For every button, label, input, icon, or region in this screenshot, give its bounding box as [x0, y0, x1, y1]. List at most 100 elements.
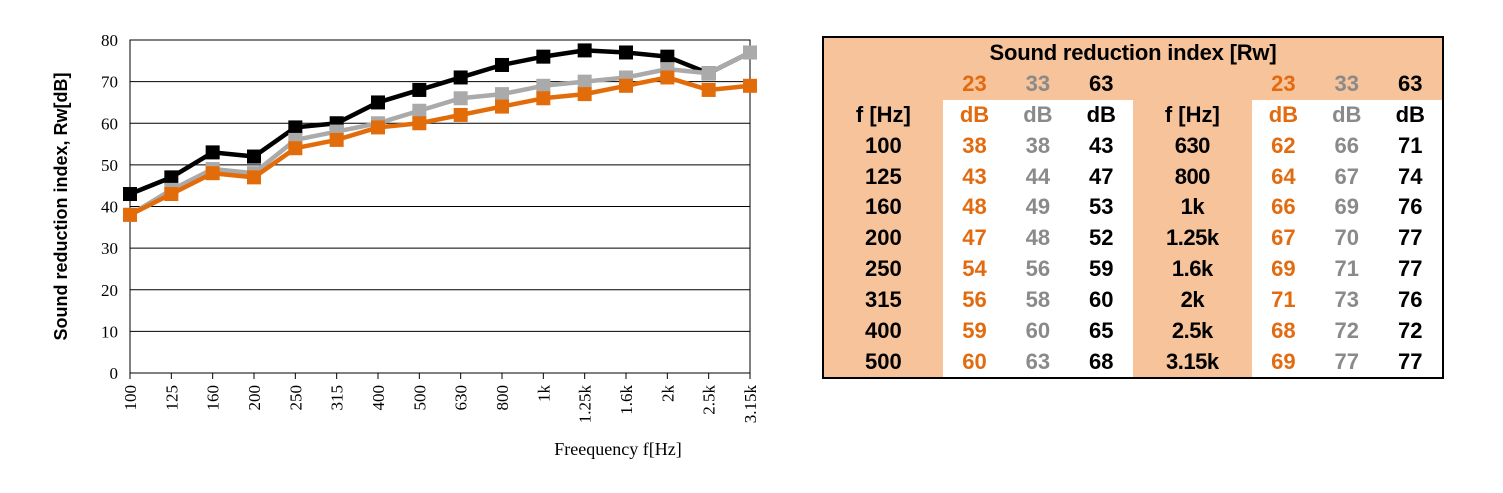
x-tick-label: 500 — [410, 385, 429, 411]
value-cell: 77 — [1397, 348, 1423, 374]
chart: 0 10 20 30 40 50 60 70 80 100 125 160 200 250 315 400 50… — [51, 31, 760, 459]
value-cell: 72 — [1334, 317, 1360, 343]
value-cell: 69 — [1334, 194, 1360, 220]
series-line — [128, 75, 751, 217]
data-point — [205, 145, 220, 160]
data-point — [577, 74, 592, 89]
value-cell: 66 — [1271, 194, 1296, 220]
table-row: 125 43 44 47 800 64 67 74 — [824, 161, 1442, 193]
unit-cell: dB — [1268, 102, 1299, 128]
data-point — [536, 91, 551, 106]
x-tick-label: 1k — [534, 385, 553, 403]
value-cell: 63 — [1025, 348, 1051, 374]
data-point — [288, 120, 303, 135]
frequency-cell: 1k — [1132, 192, 1252, 223]
thickness-cell — [824, 69, 943, 100]
frequency-cell: 800 — [1132, 161, 1252, 193]
plot-frame — [129, 39, 751, 374]
value-cell: 53 — [1088, 194, 1114, 220]
value-cell: 60 — [1088, 286, 1114, 312]
data-point — [205, 166, 220, 181]
value-cell: 59 — [1088, 256, 1114, 282]
x-tick-label: 800 — [493, 385, 512, 411]
value-cell: 77 — [1334, 348, 1360, 374]
data-point — [453, 70, 468, 85]
value-cell: 67 — [1271, 225, 1296, 251]
thickness-cell: 23 — [962, 71, 987, 97]
data-point — [619, 78, 633, 93]
x-tick-label: 315 — [328, 385, 347, 411]
value-cell: 43 — [1088, 132, 1114, 158]
value-cell: 56 — [962, 286, 987, 312]
value-cell: 64 — [1271, 163, 1296, 189]
thickness-cell: 33 — [1025, 71, 1051, 97]
data-point — [577, 43, 592, 58]
data-point — [453, 107, 468, 122]
frequency-cell: 2k — [1132, 284, 1252, 316]
value-cell: 60 — [962, 348, 987, 374]
value-cell: 65 — [1088, 317, 1114, 343]
data-point — [536, 78, 551, 93]
value-cell: 54 — [962, 256, 987, 282]
unit-cell: f [Hz] — [824, 99, 943, 131]
data-point — [743, 45, 757, 60]
data-point — [247, 170, 261, 185]
data-point — [495, 87, 509, 102]
value-cell: 60 — [1025, 317, 1051, 343]
x-tick-label: 125 — [162, 385, 181, 411]
line-chart: 0 10 20 30 40 50 60 70 80 100 125 160 200 250 315 400 50… — [51, 31, 760, 459]
value-cell: 58 — [1025, 286, 1051, 312]
value-cell: 62 — [1271, 132, 1296, 158]
unit-row: f [Hz] dB dB dB f [Hz] dB dB dB — [824, 99, 1442, 131]
data-point — [371, 120, 385, 135]
thickness-cell: 63 — [1088, 71, 1114, 97]
unit-cell: dB — [1332, 102, 1362, 128]
table-title-row: Sound reduction index [Rw] — [824, 38, 1442, 69]
value-cell: 74 — [1397, 163, 1423, 189]
x-tick-label: 400 — [369, 385, 388, 411]
frequency-cell: 100 — [824, 130, 943, 162]
data-point — [164, 170, 179, 185]
unit-cell: dB — [1023, 102, 1053, 128]
data-point — [164, 187, 179, 202]
series-line — [128, 50, 752, 217]
value-cell: 66 — [1334, 132, 1360, 158]
value-cell: 48 — [962, 194, 987, 220]
frequency-cell: 200 — [824, 222, 943, 254]
value-cell: 76 — [1397, 286, 1423, 312]
data-point — [123, 207, 137, 222]
value-cell: 71 — [1334, 256, 1360, 282]
y-tick-label: 80 — [101, 31, 118, 50]
data-point — [536, 49, 551, 64]
value-cell: 68 — [1271, 317, 1296, 343]
frequency-cell: 1.6k — [1132, 253, 1252, 285]
data-point — [329, 132, 344, 147]
data-point — [371, 95, 385, 110]
data-point — [247, 149, 261, 164]
data-point — [743, 78, 757, 93]
x-tick-label: 2k — [658, 385, 677, 403]
data-point — [123, 187, 137, 202]
value-cell: 48 — [1025, 225, 1051, 251]
table-row: 160 48 49 53 1k 66 69 76 — [824, 192, 1442, 223]
x-tick-label: 160 — [204, 385, 223, 411]
x-tick-label: 200 — [245, 385, 264, 411]
table-row: 315 56 58 60 2k 71 73 76 — [824, 284, 1442, 316]
y-tick-label: 50 — [101, 156, 118, 175]
frequency-cell: 400 — [824, 315, 943, 347]
value-cell: 68 — [1088, 348, 1114, 374]
frequency-cell: 160 — [824, 192, 943, 223]
x-tick-label: 1.25k — [576, 385, 595, 424]
value-cell: 59 — [962, 317, 987, 343]
unit-cell: dB — [1086, 102, 1116, 128]
frequency-cell: 630 — [1132, 130, 1252, 162]
thickness-row: 23 33 63 23 33 63 — [824, 68, 1442, 100]
table-title: Sound reduction index [Rw] — [989, 40, 1277, 66]
value-cell: 47 — [1088, 163, 1114, 189]
data-point — [412, 116, 427, 131]
table-row: 250 54 56 59 1.6k 69 71 77 — [824, 253, 1442, 285]
data-point — [288, 141, 303, 156]
thickness-cell: 33 — [1334, 71, 1360, 97]
data-table: Sound reduction index [Rw] 23 33 63 23 33 63 … — [822, 36, 1444, 379]
y-tick-label: 20 — [101, 281, 118, 300]
